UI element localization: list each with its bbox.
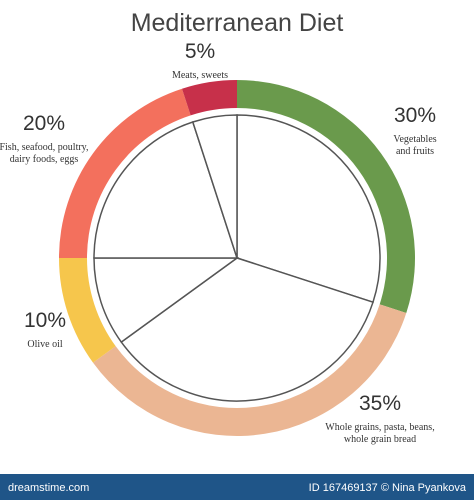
category-label: Fish, seafood, poultry, (0, 142, 89, 153)
category-label: and fruits (396, 146, 434, 157)
category-label: Meats, sweets (172, 70, 228, 81)
ring-segment (59, 258, 116, 363)
category-label: Vegetables (393, 134, 436, 145)
category-label: whole grain bread (344, 434, 416, 445)
percent-label: 5% (185, 40, 215, 63)
category-label: Whole grains, pasta, beans, (325, 422, 434, 433)
footer-credit: ID 167469137 © Nina Pyankova (309, 482, 467, 494)
percent-label: 20% (23, 112, 65, 135)
footer-bar (0, 474, 474, 500)
inner-wedge (93, 121, 239, 259)
percent-label: 30% (394, 104, 436, 127)
ring-segment (92, 304, 407, 436)
inner-wedge (191, 114, 238, 259)
category-label: Olive oil (27, 339, 62, 350)
footer-site: dreamstime.com (8, 482, 89, 494)
category-label: dairy foods, eggs (10, 154, 79, 165)
percent-label: 10% (24, 309, 66, 332)
ring-segment (181, 80, 237, 116)
inner-wedge (236, 114, 381, 304)
inner-wedge (120, 257, 374, 402)
ring-segment (59, 88, 191, 258)
ring-segment (237, 80, 415, 314)
percent-label: 35% (359, 392, 401, 415)
inner-wedge (93, 257, 240, 344)
chart-title: Mediterranean Diet (131, 9, 344, 37)
